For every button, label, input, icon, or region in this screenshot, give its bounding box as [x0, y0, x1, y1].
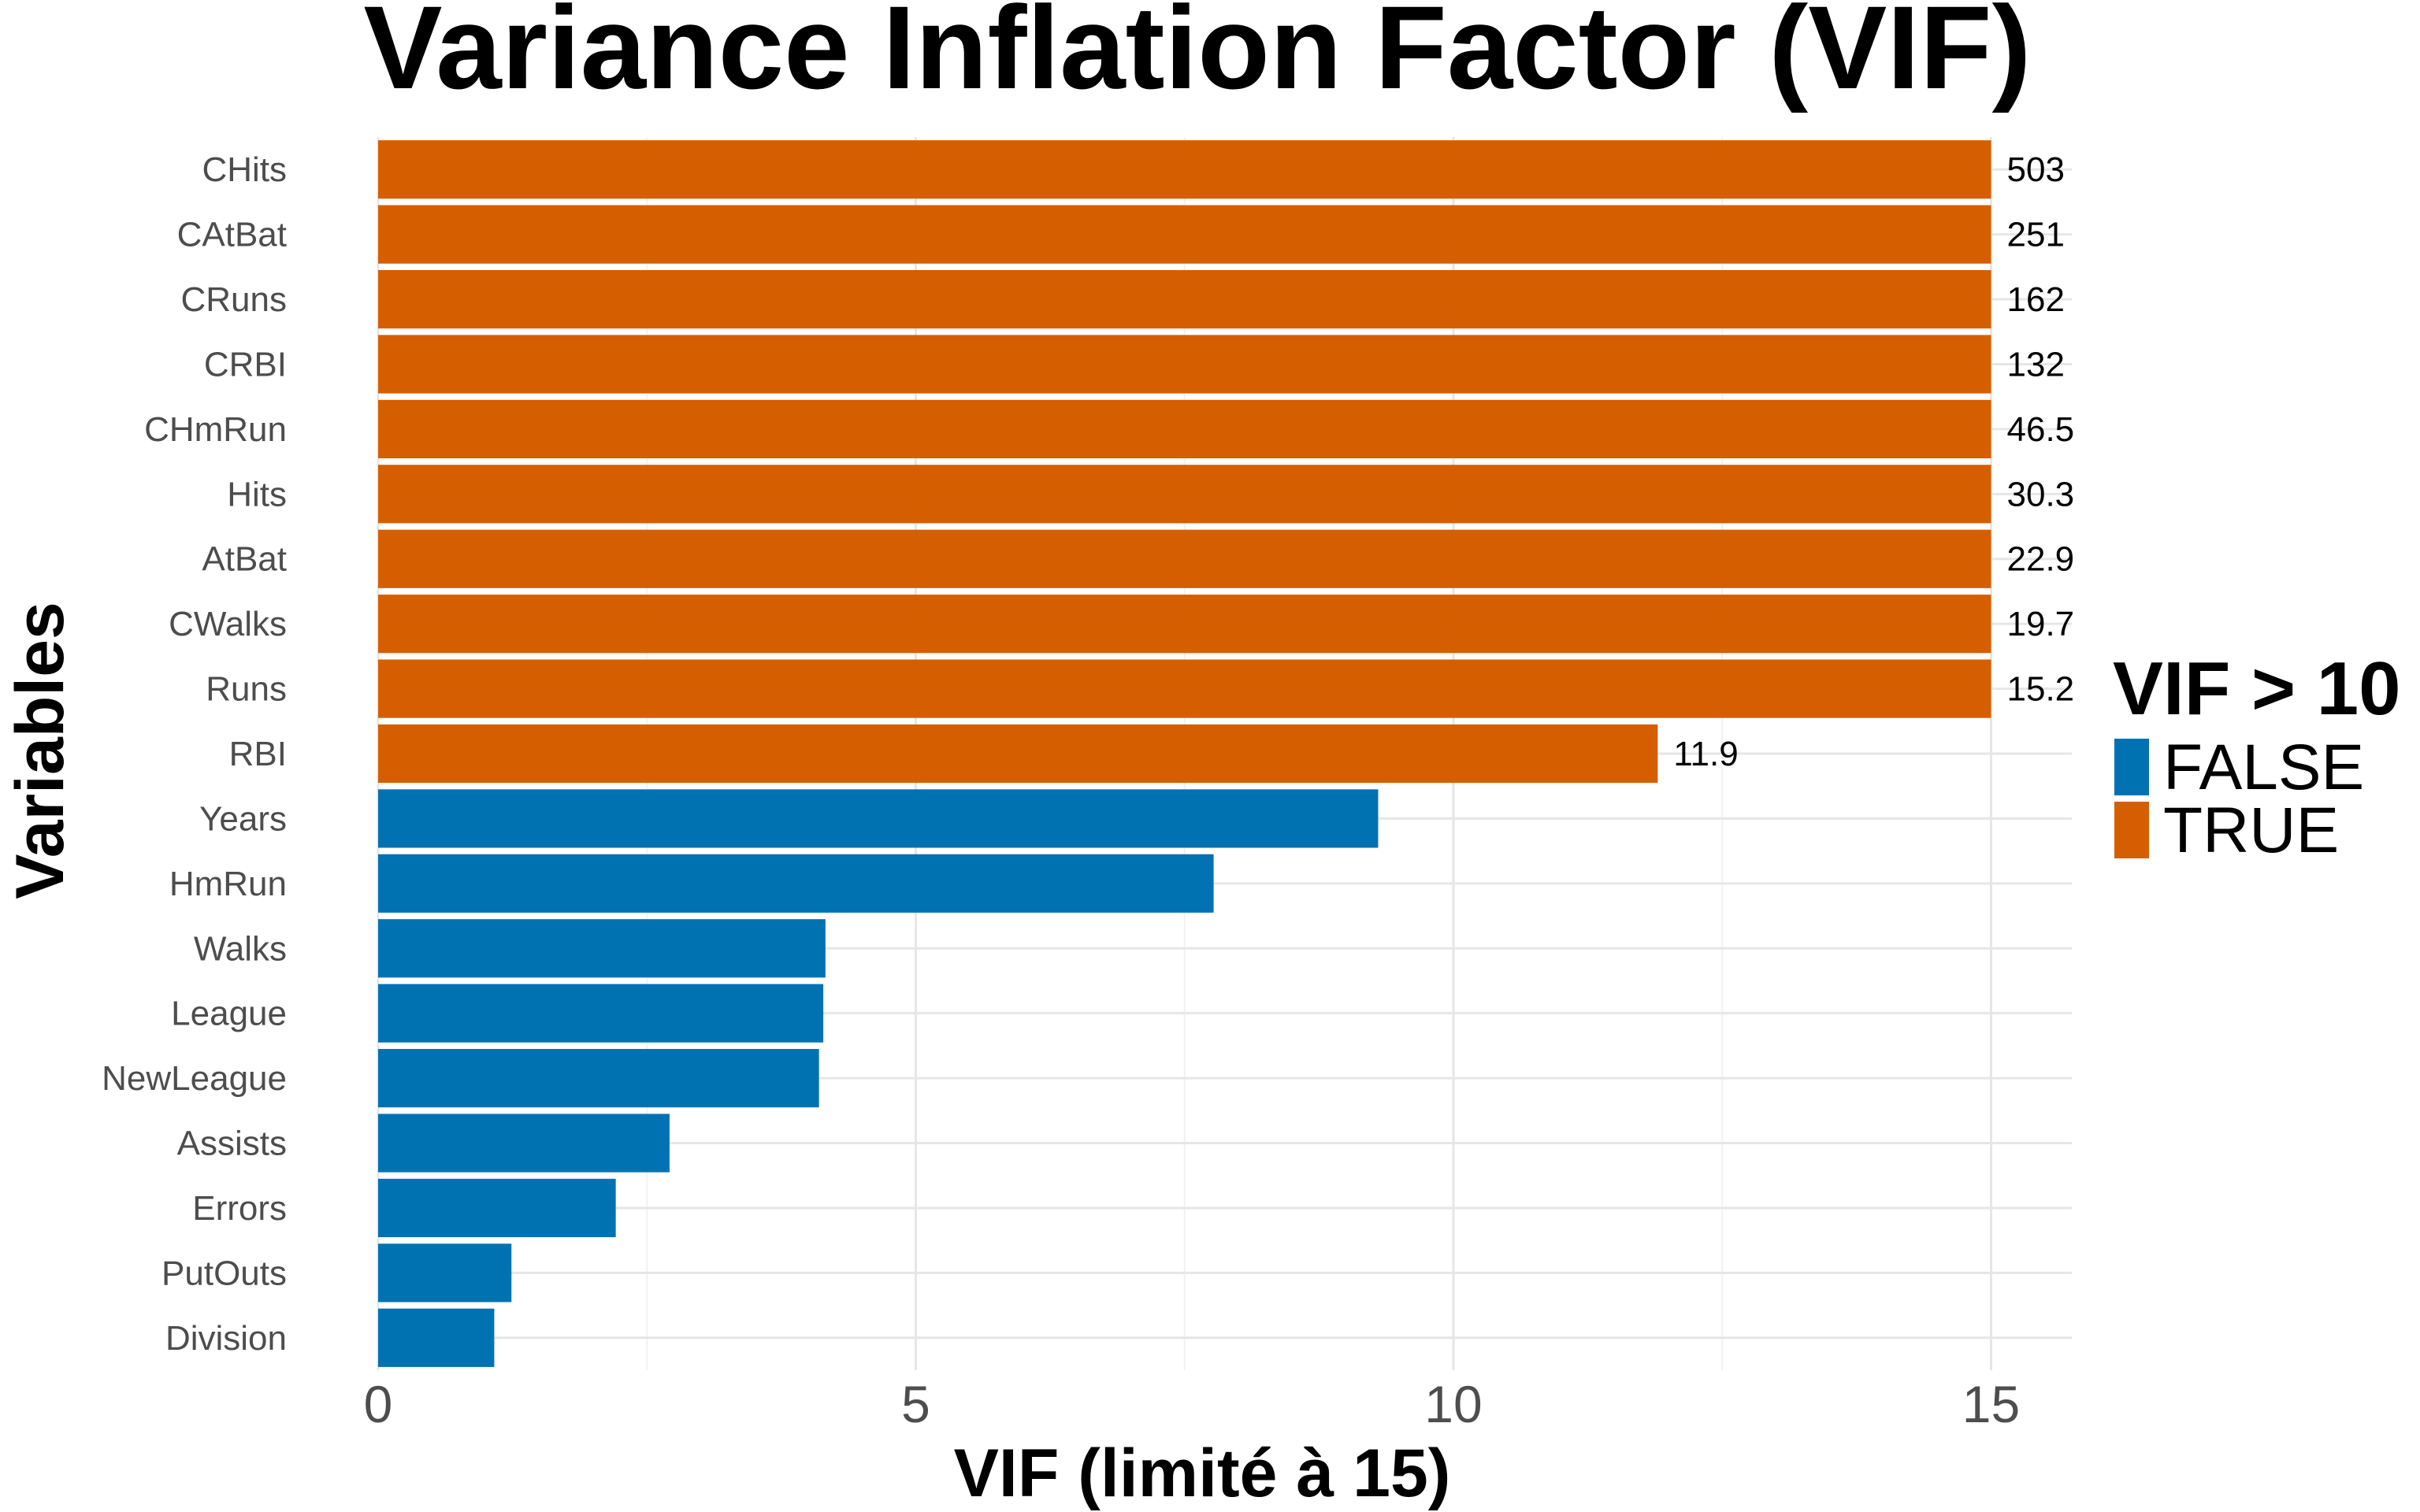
bar-labels-group: 503 251 162 132 46.5 30.3 22.9 19.7 15.2 11.9	[1673, 150, 2074, 773]
y-tick-label: CRuns	[181, 280, 288, 319]
bar-value-label: 11.9	[1673, 735, 1738, 773]
y-tick-label: CRBI	[204, 345, 287, 384]
y-tick-label: CAtBat	[177, 216, 287, 254]
y-tick-label: Errors	[192, 1189, 287, 1228]
y-tick-label: RBI	[229, 735, 287, 773]
bar-league	[378, 984, 824, 1043]
y-tick-label: Assists	[177, 1125, 287, 1163]
bar-walks	[378, 919, 826, 978]
x-tick-labels: 0 5 10 15	[364, 1375, 2021, 1433]
legend-swatch-true	[2114, 802, 2149, 858]
bar-chmrun	[378, 399, 1991, 458]
bar-value-label: 15.2	[2007, 670, 2075, 709]
x-tick-label: 15	[1962, 1375, 2020, 1433]
y-tick-label: Hits	[227, 475, 287, 513]
bar-years	[378, 789, 1379, 848]
y-tick-label: League	[171, 995, 287, 1033]
bar-division	[378, 1308, 495, 1367]
bar-hits	[378, 465, 1991, 524]
y-tick-label: Walks	[194, 929, 287, 968]
legend-label-false: FALSE	[2163, 732, 2364, 803]
y-axis-title: Variables	[2, 602, 78, 899]
y-tick-labels: CHits CAtBat CRuns CRBI CHmRun Hits AtBat CWalk…	[102, 150, 287, 1358]
x-tick-label: 10	[1424, 1375, 1482, 1433]
legend: VIF > 10 FALSE TRUE	[2113, 647, 2401, 866]
y-tick-label: Runs	[206, 670, 287, 709]
bar-cruns	[378, 269, 1991, 329]
bar-value-label: 132	[2007, 345, 2065, 384]
bar-value-label: 503	[2007, 150, 2065, 189]
bar-newleague	[378, 1049, 819, 1108]
y-tick-label: NewLeague	[102, 1059, 287, 1098]
y-tick-label: CWalks	[169, 605, 287, 643]
legend-title: VIF > 10	[2113, 647, 2401, 731]
bar-value-label: 251	[2007, 216, 2065, 254]
x-axis-title: VIF (limité à 15)	[954, 1436, 1451, 1511]
bar-value-label: 162	[2007, 280, 2065, 319]
y-tick-label: CHmRun	[144, 410, 287, 449]
y-tick-label: Division	[165, 1319, 287, 1358]
chart-title: Variance Inflation Factor (VIF)	[363, 0, 2031, 113]
legend-swatch-false	[2114, 739, 2149, 795]
y-tick-label: HmRun	[169, 865, 287, 903]
bar-catbat	[378, 205, 1991, 264]
bar-putouts	[378, 1243, 512, 1303]
bar-cwalks	[378, 595, 1991, 654]
bar-value-label: 19.7	[2007, 605, 2075, 643]
y-tick-label: PutOuts	[161, 1254, 287, 1292]
bar-hmrun	[378, 854, 1214, 913]
bars-group	[378, 140, 1991, 1367]
bar-crbi	[378, 335, 1991, 394]
bar-value-label: 30.3	[2007, 475, 2075, 513]
bar-rbi	[378, 724, 1658, 784]
bar-chits	[378, 140, 1991, 199]
bar-value-label: 22.9	[2007, 540, 2075, 579]
bar-errors	[378, 1178, 616, 1238]
bar-atbat	[378, 529, 1991, 588]
y-tick-label: AtBat	[202, 540, 287, 579]
y-tick-label: CHits	[202, 150, 287, 189]
bar-assists	[378, 1114, 670, 1173]
x-tick-label: 5	[901, 1375, 930, 1433]
bar-value-label: 46.5	[2007, 410, 2075, 449]
x-tick-label: 0	[364, 1375, 393, 1433]
y-tick-label: Years	[199, 799, 287, 838]
bar-runs	[378, 659, 1991, 718]
legend-label-true: TRUE	[2163, 795, 2339, 866]
